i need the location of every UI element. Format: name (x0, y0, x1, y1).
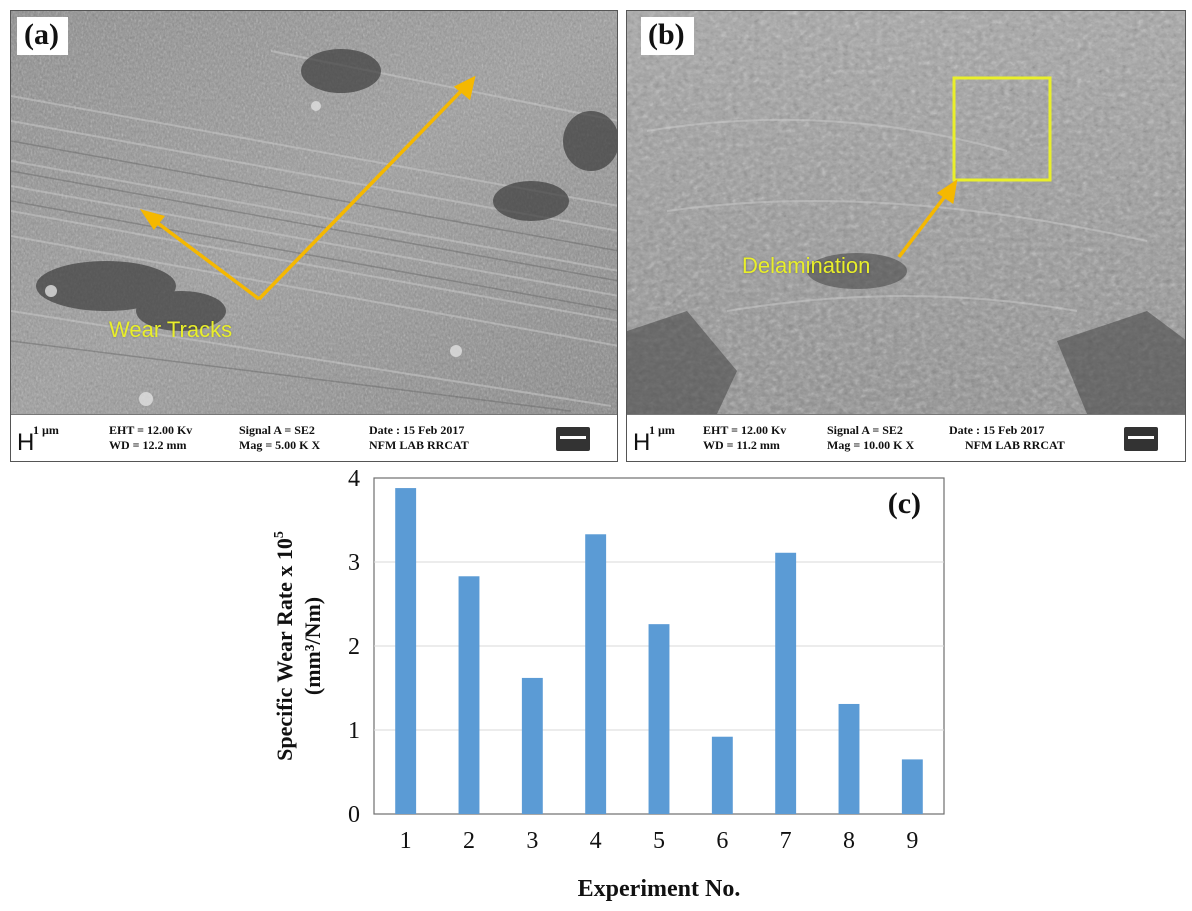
arrowhead-left (139, 209, 166, 230)
y-tick-label: 2 (348, 634, 360, 660)
eht-text: EHT = 12.00 Kv (703, 423, 787, 437)
sem-panel-b: (b) Delamination H 1 µm EHT = 12.00 Kv W… (626, 10, 1186, 462)
sem-panel-a: (a) Wear Tracks H 1 µm EHT = 12.00 Kv WD… (10, 10, 618, 462)
x-tick-label: 7 (780, 828, 792, 854)
signal-text: Signal A = SE2 (239, 423, 315, 437)
x-axis-label: Experiment No. (578, 876, 741, 902)
bar-experiment-1 (395, 488, 417, 814)
y-tick-label: 0 (348, 802, 360, 828)
x-tick-labels: 1 2 3 4 5 6 7 8 9 (400, 828, 919, 854)
sem-image-a: (a) Wear Tracks (11, 11, 617, 414)
delamination-arrow (897, 189, 951, 259)
bars (395, 488, 923, 814)
zeiss-logo-icon (556, 427, 590, 451)
bar-experiment-4 (585, 534, 607, 814)
mag-text: Mag = 10.00 K X (827, 438, 915, 452)
mag-text: Mag = 5.00 K X (239, 438, 321, 452)
wd-text: WD = 12.2 mm (109, 438, 187, 452)
y-tick-label: 1 (348, 718, 360, 744)
panel-label-b: (b) (641, 17, 694, 55)
arrowhead-right (453, 75, 476, 101)
wear-tracks-annotation: Wear Tracks (109, 317, 233, 342)
wear-arrow-right (257, 84, 468, 301)
bar-experiment-7 (775, 552, 797, 814)
bar-experiment-3 (521, 677, 543, 814)
wear-rate-bar-chart: 0 1 2 3 4 1 2 3 4 5 6 7 8 9 (c) Experiment No. Speci… (272, 468, 945, 902)
x-tick-label: 9 (906, 828, 918, 854)
sem-texture-a (11, 11, 617, 414)
signal-text: Signal A = SE2 (827, 423, 903, 437)
delamination-annotation: Delamination (742, 253, 871, 278)
wear-arrow-left (149, 216, 261, 301)
x-tick-label: 6 (716, 828, 728, 854)
arrowhead-delamination (936, 179, 958, 204)
zeiss-logo-icon (1124, 427, 1158, 451)
bar-experiment-5 (648, 624, 670, 814)
eht-text: EHT = 12.00 Kv (109, 423, 193, 437)
bar-experiment-8 (838, 703, 860, 814)
x-tick-label: 4 (590, 828, 602, 854)
scale-bar-label: 1 µm (649, 423, 675, 437)
sem-texture-b (627, 11, 1185, 414)
bar-experiment-9 (901, 759, 923, 814)
sem-info-bar-b: H 1 µm EHT = 12.00 Kv WD = 11.2 mm Signa… (627, 414, 1185, 461)
x-tick-label: 8 (843, 828, 855, 854)
annotation-layer-a (139, 75, 476, 301)
bar-experiment-6 (711, 736, 733, 814)
scale-bar-label: 1 µm (33, 423, 59, 437)
delamination-region-box (952, 76, 1052, 182)
x-tick-label: 5 (653, 828, 665, 854)
sem-image-b: (b) Delamination (627, 11, 1185, 414)
panel-label-a: (a) (17, 17, 68, 55)
sem-info-bar-a: H 1 µm EHT = 12.00 Kv WD = 12.2 mm Signa… (11, 414, 617, 461)
y-tick-label: 3 (348, 550, 360, 576)
x-tick-label: 3 (526, 828, 538, 854)
y-axis-label-line1: Specific Wear Rate x 105 (272, 531, 297, 761)
wd-text: WD = 11.2 mm (703, 438, 780, 452)
panel-label-c: (c) (888, 487, 921, 520)
y-axis-label-superscript: 5 (272, 531, 287, 538)
lab-text: NFM LAB RRCAT (965, 438, 1065, 452)
y-axis-label-line2: (mm³/Nm) (300, 597, 325, 695)
y-axis-label: Specific Wear Rate x 105 (mm³/Nm) (272, 531, 325, 761)
y-tick-labels: 0 1 2 3 4 (348, 468, 360, 828)
y-axis-label-main: Specific Wear Rate x 10 (272, 538, 297, 761)
scale-bar-icon: H (633, 429, 651, 456)
y-tick-label: 4 (348, 468, 360, 492)
date-text: Date : 15 Feb 2017 (369, 423, 465, 437)
x-tick-label: 2 (463, 828, 475, 854)
x-tick-label: 1 (400, 828, 412, 854)
scale-bar-icon: H (17, 429, 35, 456)
annotation-layer-b (897, 76, 1052, 259)
lab-text: NFM LAB RRCAT (369, 438, 469, 452)
bar-experiment-2 (458, 576, 480, 814)
date-text: Date : 15 Feb 2017 (949, 423, 1045, 437)
